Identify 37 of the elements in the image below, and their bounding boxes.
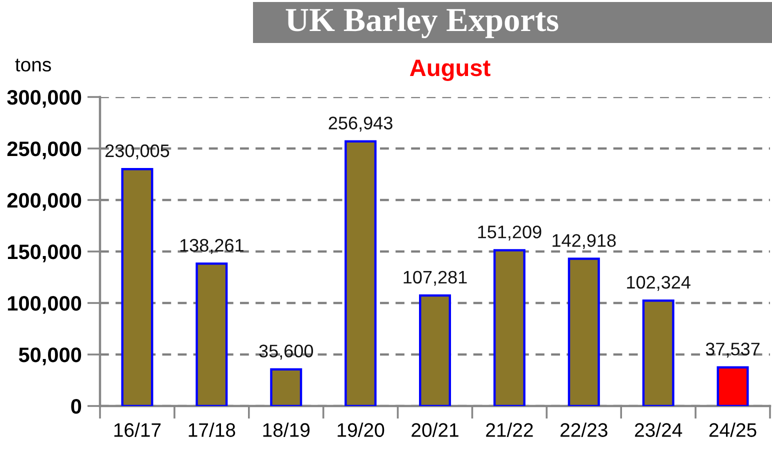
y-tick-label: 200,000 <box>7 193 82 211</box>
x-tick-label: 21/22 <box>486 422 533 437</box>
x-tick-label: 16/17 <box>114 422 161 437</box>
y-tick-label: 250,000 <box>7 142 82 160</box>
y-tick-label: 150,000 <box>8 244 82 262</box>
y-tick-label: 100,000 <box>8 296 82 314</box>
x-tick-label: 17/18 <box>188 422 236 437</box>
data-label: 151,209 <box>478 226 542 240</box>
x-tick-label: 18/19 <box>263 422 310 437</box>
x-tick-label: 22/23 <box>560 422 608 437</box>
data-label: 102,324 <box>627 276 690 291</box>
y-tick-label: 300,000 <box>7 90 82 108</box>
bar <box>568 258 600 406</box>
x-tick-label: 20/21 <box>412 422 458 437</box>
chart-title: UK Barley Exports <box>286 8 558 38</box>
data-label: 35,600 <box>259 344 314 360</box>
data-label: 256,943 <box>328 116 392 132</box>
y-tick-label: 50,000 <box>18 348 82 366</box>
bar <box>196 262 228 406</box>
x-tick-label: 24/25 <box>709 422 756 437</box>
y-tick-label: 0 <box>71 399 82 414</box>
bar <box>716 366 749 406</box>
bar <box>419 294 451 406</box>
data-label: 138,261 <box>180 238 244 254</box>
data-label: 37,537 <box>706 342 760 358</box>
data-label: 142,918 <box>552 234 616 250</box>
data-label: 107,281 <box>404 270 467 286</box>
bar <box>121 168 154 406</box>
x-tick-label: 19/20 <box>338 422 384 437</box>
bar <box>493 249 526 406</box>
x-tick-label: 23/24 <box>634 422 682 437</box>
bar <box>642 299 674 406</box>
bar <box>270 368 302 406</box>
bar <box>344 140 377 406</box>
y-axis-title: tons <box>15 58 51 72</box>
chart-subtitle: August <box>410 60 490 82</box>
data-label: 230,005 <box>106 144 170 160</box>
